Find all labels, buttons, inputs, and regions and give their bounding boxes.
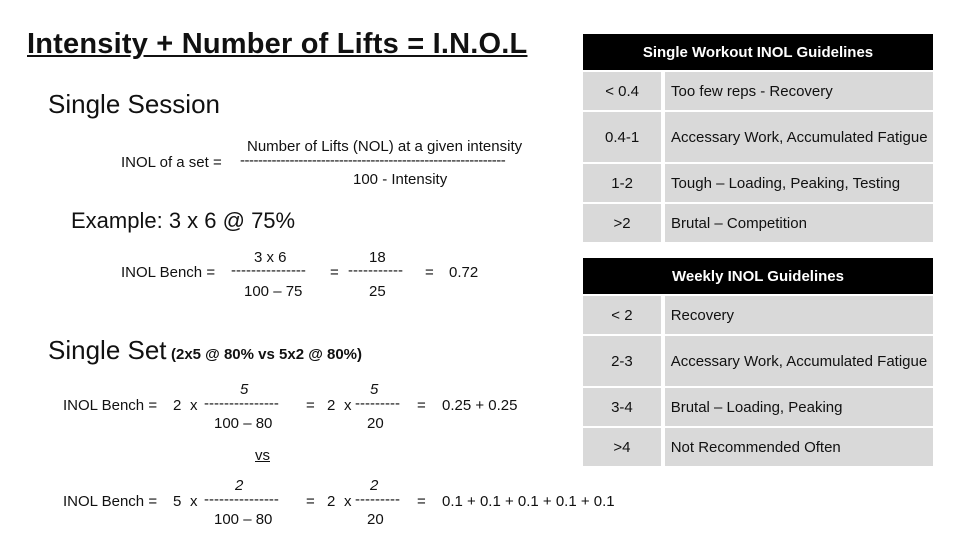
- inol-numerator: Number of Lifts (NOL) at a given intensi…: [247, 138, 523, 155]
- set2-den2: 20: [367, 511, 384, 528]
- set2-num: 2: [235, 477, 244, 494]
- desc-cell: Tough – Loading, Peaking, Testing: [665, 164, 933, 202]
- set1-bar: ---------------: [204, 395, 279, 412]
- set2-result: 0.1 + 0.1 + 0.1 + 0.1 + 0.1: [442, 493, 615, 510]
- desc-cell: Not Recommended Often: [664, 428, 933, 466]
- set1-den2: 20: [367, 415, 384, 432]
- range-cell: < 0.4: [583, 72, 662, 110]
- range-cell: >2: [583, 204, 662, 242]
- set2-eq2: =: [417, 493, 426, 510]
- range-cell: >4: [583, 428, 661, 466]
- weekly-table-header: Weekly INOL Guidelines: [583, 258, 933, 294]
- example-den1: 100 – 75: [244, 283, 303, 300]
- single-workout-table: Single Workout INOL Guidelines < 0.4 Too…: [583, 32, 933, 244]
- table-row: 3-4 Brutal – Loading, Peaking: [583, 388, 933, 426]
- set1-eq: =: [306, 397, 315, 414]
- set2-den: 100 – 80: [214, 511, 273, 528]
- set2-mult2: 2: [327, 493, 336, 510]
- desc-cell: Too few reps - Recovery: [665, 72, 933, 110]
- single-session-heading: Single Session: [48, 89, 220, 119]
- example-num2: 18: [369, 249, 386, 266]
- range-cell: 3-4: [583, 388, 661, 426]
- set2-label: INOL Bench =: [63, 493, 158, 510]
- range-cell: < 2: [583, 296, 661, 334]
- example-bar1: ---------------: [231, 262, 306, 279]
- desc-cell: Recovery: [664, 296, 933, 334]
- set1-num2: 5: [370, 381, 379, 398]
- set1-den: 100 – 80: [214, 415, 273, 432]
- single-set-subheading: (2x5 @ 80% vs 5x2 @ 80%): [170, 346, 363, 363]
- set2-x2: x: [344, 493, 352, 510]
- set2-num2: 2: [370, 477, 379, 494]
- table-row: < 2 Recovery: [583, 296, 933, 334]
- example-heading: Example: 3 x 6 @ 75%: [71, 208, 296, 233]
- desc-cell: Brutal – Loading, Peaking: [664, 388, 933, 426]
- table-row: 0.4-1 Accessary Work, Accumulated Fatigu…: [583, 112, 933, 162]
- inol-fraction-bar: ----------------------------------------…: [240, 152, 506, 169]
- table-row: 1-2 Tough – Loading, Peaking, Testing: [583, 164, 933, 202]
- example-eq1: =: [330, 264, 339, 281]
- table-row: 2-3 Accessary Work, Accumulated Fatigue: [583, 336, 933, 386]
- page-title: Intensity + Number of Lifts = I.N.O.L: [27, 28, 528, 60]
- set1-result: 0.25 + 0.25: [442, 397, 518, 414]
- set2-mult: 5: [173, 493, 182, 510]
- set1-mult: 2: [173, 397, 182, 414]
- range-cell: 0.4-1: [583, 112, 662, 162]
- set2-bar: ---------------: [204, 491, 279, 508]
- table-row: >4 Not Recommended Often: [583, 428, 933, 466]
- table-row: >2 Brutal – Competition: [583, 204, 933, 242]
- inol-denominator: 100 - Intensity: [353, 171, 448, 188]
- weekly-table: Weekly INOL Guidelines < 2 Recovery 2-3 …: [583, 256, 933, 468]
- example-num1: 3 x 6: [254, 249, 287, 266]
- single-workout-table-header: Single Workout INOL Guidelines: [583, 34, 933, 70]
- set1-bar2: ---------: [355, 395, 400, 412]
- range-cell: 1-2: [583, 164, 662, 202]
- inol-label: INOL of a set =: [121, 154, 222, 171]
- set1-x: x: [190, 397, 198, 414]
- example-label: INOL Bench =: [121, 264, 216, 281]
- single-set-heading-group: Single Set (2x5 @ 80% vs 5x2 @ 80%): [48, 335, 362, 366]
- example-bar2: -----------: [348, 262, 403, 279]
- example-result: 0.72: [449, 264, 479, 281]
- example-den2: 25: [369, 283, 386, 300]
- desc-cell: Brutal – Competition: [665, 204, 933, 242]
- set2-x: x: [190, 493, 198, 510]
- desc-cell: Accessary Work, Accumulated Fatigue: [665, 112, 933, 162]
- single-set-heading: Single Set: [48, 335, 167, 365]
- set1-label: INOL Bench =: [63, 397, 158, 414]
- example-eq2: =: [425, 264, 434, 281]
- set1-mult2: 2: [327, 397, 336, 414]
- set1-eq2: =: [417, 397, 426, 414]
- table-row: < 0.4 Too few reps - Recovery: [583, 72, 933, 110]
- weekly-table-title: Weekly INOL Guidelines: [583, 258, 933, 294]
- set2-eq: =: [306, 493, 315, 510]
- set1-num: 5: [240, 381, 249, 398]
- single-workout-table-title: Single Workout INOL Guidelines: [583, 34, 933, 70]
- range-cell: 2-3: [583, 336, 661, 386]
- set1-x2: x: [344, 397, 352, 414]
- desc-cell: Accessary Work, Accumulated Fatigue: [664, 336, 933, 386]
- vs-label: vs: [255, 447, 270, 464]
- set2-bar2: ---------: [355, 491, 400, 508]
